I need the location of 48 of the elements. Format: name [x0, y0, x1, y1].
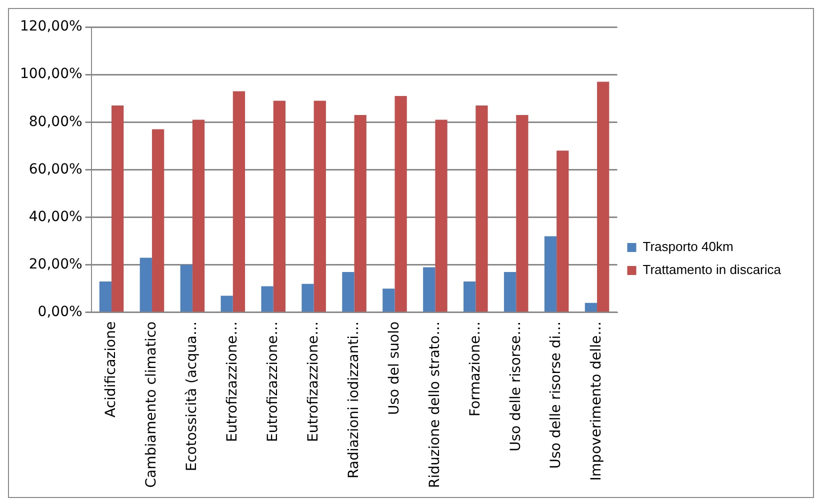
- bar: [140, 258, 152, 312]
- y-tick-label: 20,00%: [28, 256, 82, 272]
- x-tick-label: Uso delle risorse…: [508, 321, 524, 452]
- bar: [220, 296, 233, 312]
- y-tick-label: 0,00%: [38, 304, 82, 320]
- x-tick-label: Eutrofizazzione…: [264, 321, 281, 442]
- bar: [354, 115, 366, 312]
- bar: [556, 150, 569, 312]
- bar: [584, 302, 598, 312]
- bar: [180, 264, 192, 312]
- legend-label: Trasporto 40km: [642, 239, 734, 254]
- x-tick-label: Uso del suolo: [386, 321, 402, 416]
- x-tick-label: Radiazioni iodizzanti…: [346, 321, 362, 479]
- x-tick-label: Impoverimento delle…: [588, 321, 605, 481]
- bar: [152, 129, 164, 312]
- x-tick-label: Ecotossicità (acqua…: [184, 321, 200, 472]
- bar: [99, 281, 112, 312]
- bar: [261, 286, 274, 312]
- bar: [302, 284, 314, 312]
- bar: [597, 82, 610, 312]
- x-tick-label: Formazione…: [467, 321, 484, 417]
- bar: [342, 272, 354, 312]
- y-tick-label: 120,00%: [20, 18, 82, 35]
- bar: [435, 120, 448, 312]
- bar: [544, 236, 557, 312]
- bar: [516, 115, 528, 312]
- bar: [423, 267, 436, 312]
- x-tick-label: Riduzione dello strato…: [426, 321, 443, 488]
- x-tick-label: Uso delle risorse di…: [548, 321, 564, 469]
- x-tick-label: Acidificazione: [103, 321, 120, 418]
- bar: [273, 100, 286, 312]
- bar: [504, 272, 516, 312]
- bar: [314, 100, 326, 312]
- y-tick-label: 100,00%: [20, 66, 82, 82]
- bar: [112, 105, 124, 312]
- bar: [476, 105, 488, 312]
- legend-label: Trattamento in discarica: [642, 262, 782, 278]
- bar: [394, 96, 407, 312]
- bar: [192, 120, 205, 312]
- y-tick-label: 80,00%: [28, 114, 82, 130]
- x-tick-label: Eutrofizazzione…: [305, 321, 322, 442]
- bar: [382, 288, 395, 312]
- x-tick-label: Cambiamento climatico: [144, 321, 160, 488]
- bar: [464, 281, 476, 312]
- bar: [232, 91, 246, 312]
- x-tick-label: Eutrofizazzione…: [224, 321, 241, 442]
- y-tick-label: 40,00%: [28, 208, 82, 225]
- y-tick-label: 60,00%: [28, 161, 82, 178]
